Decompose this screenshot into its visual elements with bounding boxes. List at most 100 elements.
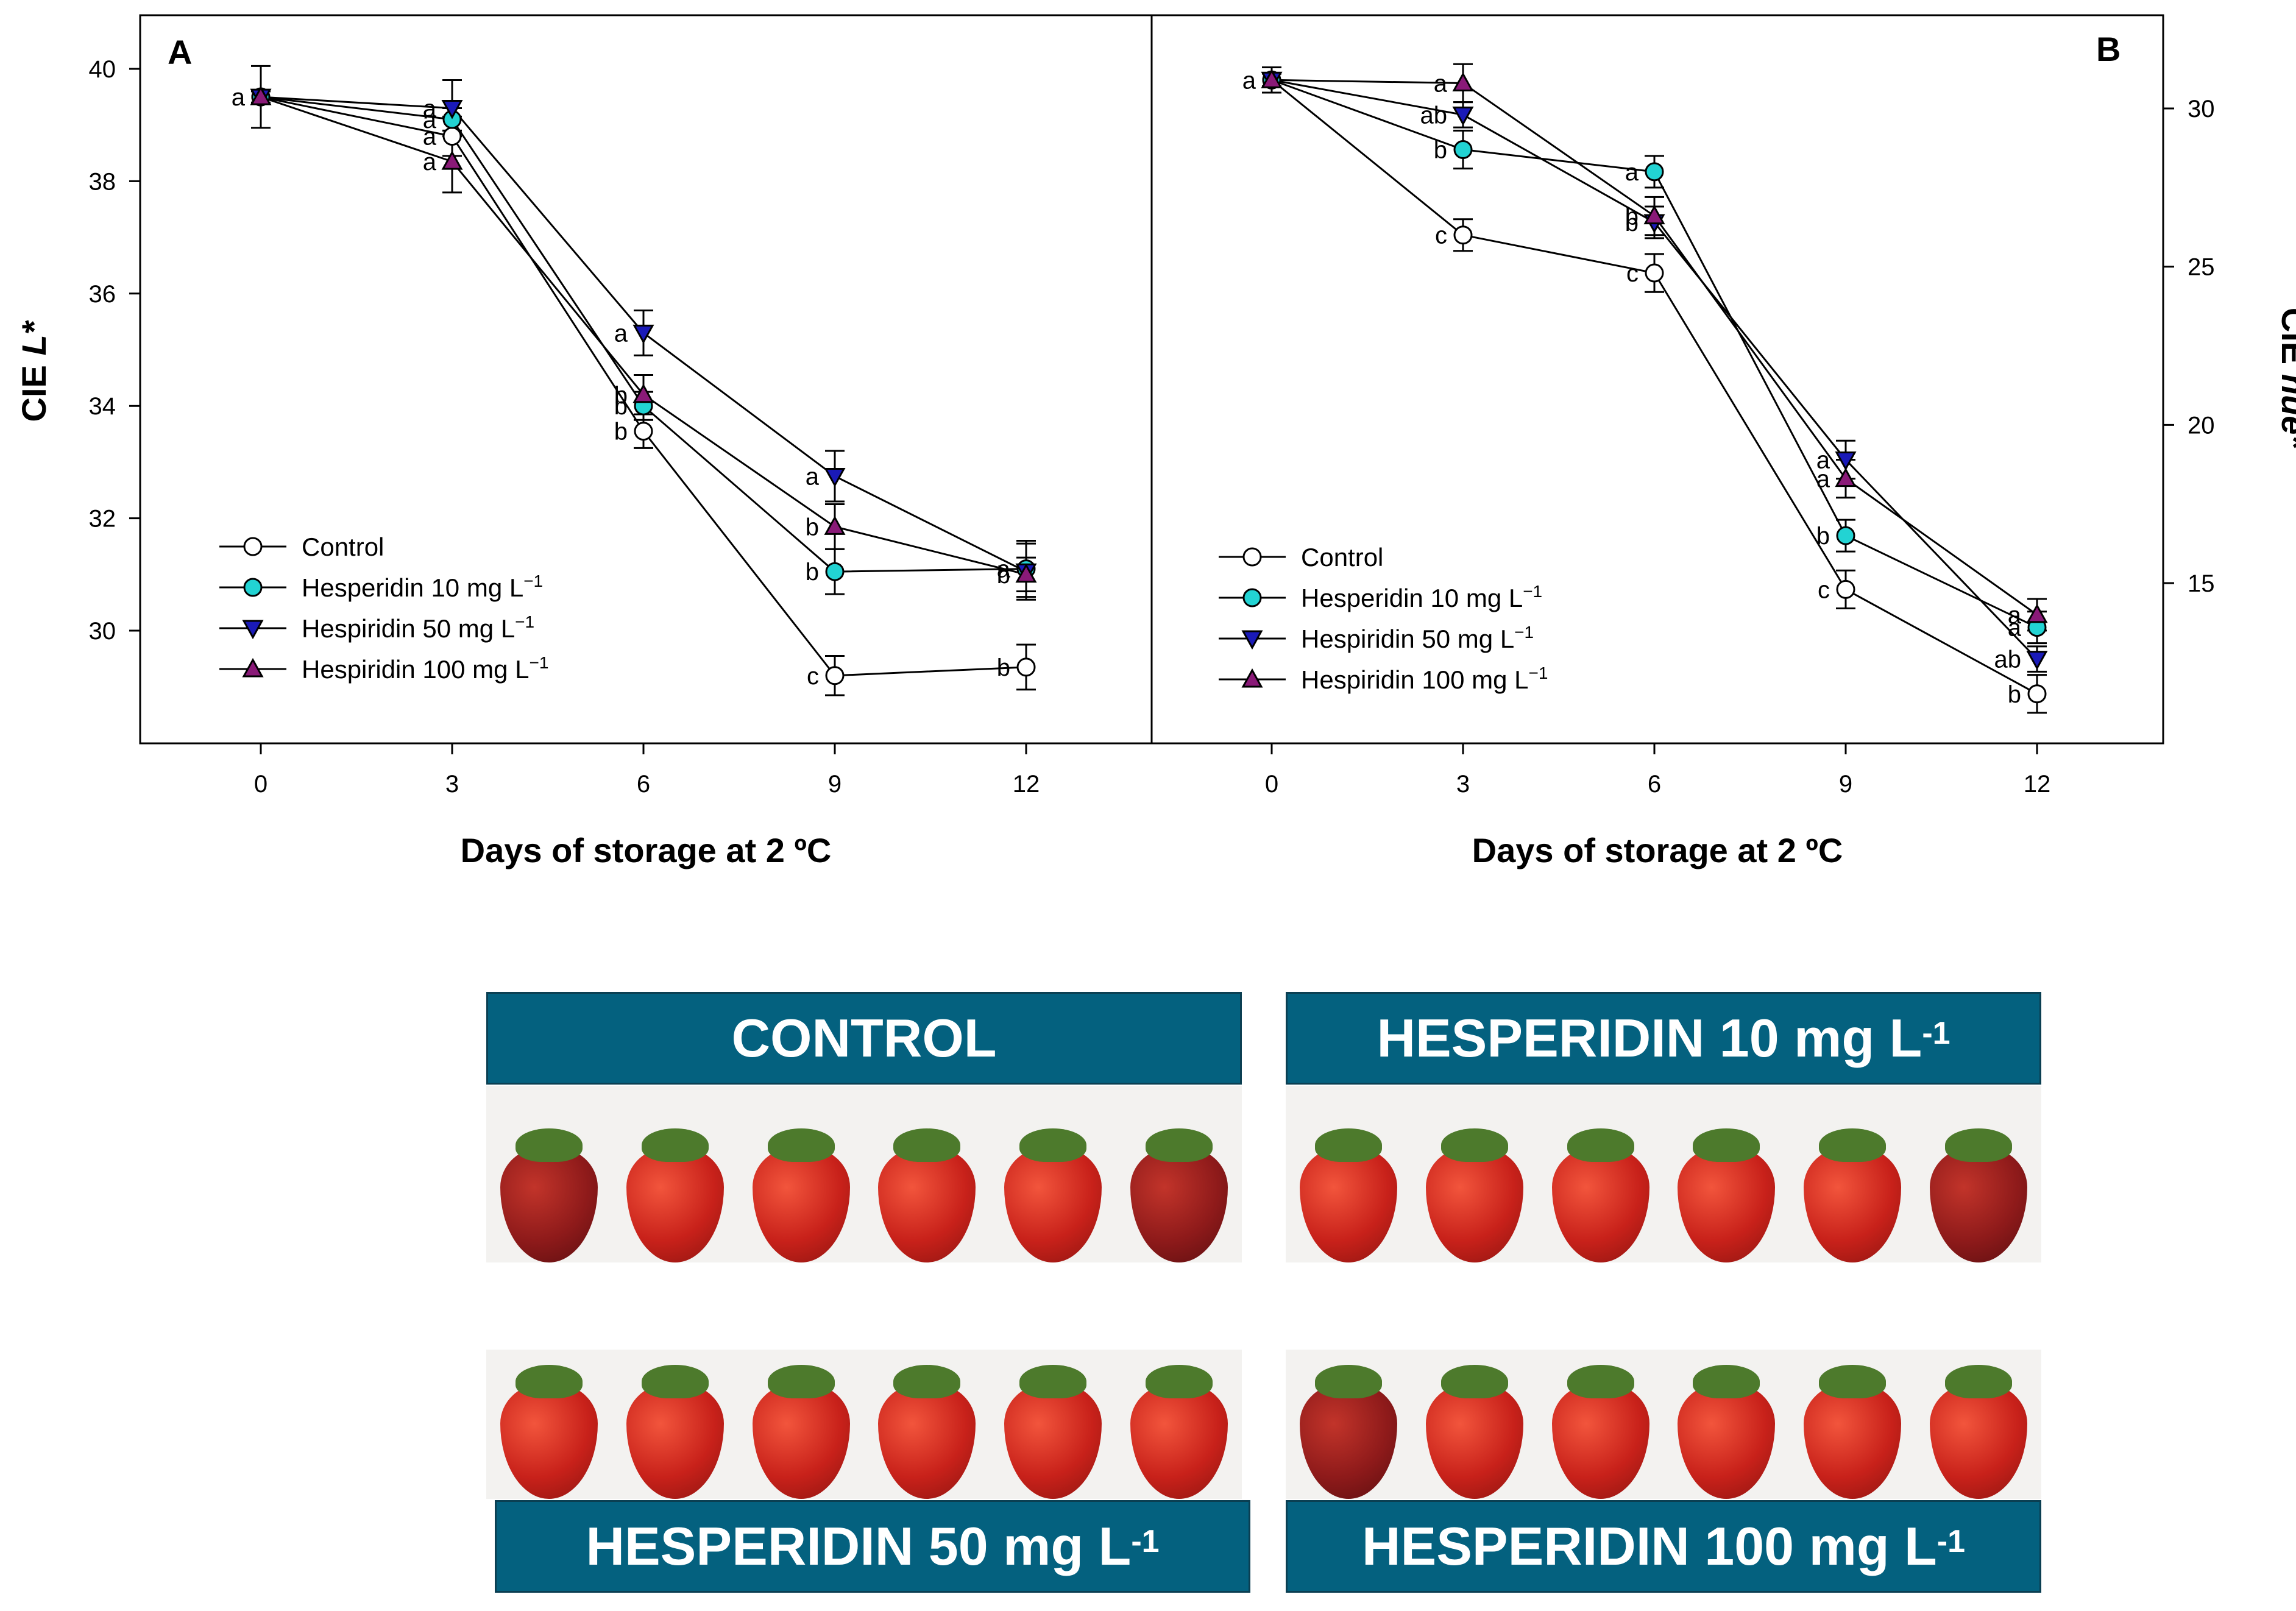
strawberry-image xyxy=(494,1359,604,1499)
significance-letter: ab xyxy=(1994,646,2022,673)
significance-letter: a xyxy=(997,556,1011,583)
strawberry-image xyxy=(746,1122,856,1262)
significance-letter: a xyxy=(806,463,820,490)
banner-h10-sup: -1 xyxy=(1922,1016,1951,1051)
data-point xyxy=(1241,668,1263,688)
significance-letter: b xyxy=(997,654,1010,681)
data-point xyxy=(1242,588,1262,607)
strawberry-image xyxy=(1671,1359,1781,1499)
legend-label: Hesperidin 10 mg L−1 xyxy=(1301,582,1542,612)
panel-a-xlabel: Days of storage at 2 ºC xyxy=(461,831,832,869)
data-point xyxy=(632,324,654,344)
significance-letter: ab xyxy=(1420,102,1448,129)
strawberry-image xyxy=(1798,1122,1907,1262)
significance-letter: a xyxy=(1816,466,1830,493)
significance-letter: b xyxy=(1625,210,1639,236)
y-tick-label: 15 xyxy=(2188,570,2215,597)
strawberry-image xyxy=(1420,1359,1529,1499)
data-point xyxy=(243,537,263,556)
strawberry-image xyxy=(998,1122,1108,1262)
legend-label-sup: −1 xyxy=(523,572,543,590)
significance-letter: a xyxy=(423,149,437,175)
y-tick-label: 32 xyxy=(89,506,116,533)
significance-letter: a xyxy=(1242,67,1256,94)
strawberry-image xyxy=(1798,1359,1907,1499)
strawberry-image xyxy=(1924,1122,2033,1262)
strawberry-image xyxy=(620,1122,730,1262)
y-tick-label: 40 xyxy=(89,56,116,83)
y-tick-label: 38 xyxy=(89,168,116,195)
data-point xyxy=(825,666,845,685)
data-point xyxy=(1453,140,1473,160)
legend-label: Hespiridin 50 mg L−1 xyxy=(302,612,534,643)
panel-b-ylabel: CIE hue* xyxy=(2275,308,2296,449)
x-tick-label: 9 xyxy=(828,771,842,798)
x-tick-label: 3 xyxy=(1456,771,1470,798)
significance-letter: a xyxy=(1625,159,1639,186)
strawberry-image xyxy=(1671,1122,1781,1262)
data-point xyxy=(2027,684,2047,704)
banner-h10-text: HESPERIDIN 10 mg L xyxy=(1377,1008,1922,1068)
significance-letter: b xyxy=(614,382,628,409)
data-point xyxy=(1015,563,1037,583)
legend-label-sup: −1 xyxy=(1514,623,1534,642)
significance-letter: b xyxy=(806,514,819,540)
legend-label: Hespiridin 100 mg L−1 xyxy=(1301,664,1548,694)
significance-letter: a xyxy=(232,84,246,111)
data-point xyxy=(634,422,653,441)
strawberry-image xyxy=(872,1359,982,1499)
panel-b-frame xyxy=(1150,14,2164,745)
strawberry-image xyxy=(1546,1122,1656,1262)
data-point xyxy=(1836,579,1855,599)
legend-label-sup: −1 xyxy=(1523,582,1542,601)
legend-label-sup: −1 xyxy=(515,612,534,631)
strawberry-image xyxy=(872,1122,982,1262)
significance-letter: b xyxy=(1625,204,1639,230)
significance-letter: c xyxy=(1818,576,1830,603)
significance-letter: a xyxy=(423,96,437,122)
y-tick-label: 25 xyxy=(2188,254,2215,281)
strawberry-image xyxy=(1124,1122,1234,1262)
data-point xyxy=(442,127,462,146)
data-point xyxy=(825,562,845,581)
panel-a-ylabel: CIE L* xyxy=(15,320,53,422)
significance-letter: a xyxy=(1816,447,1830,473)
x-tick-label: 3 xyxy=(445,771,459,798)
panel-b-label: B xyxy=(2096,30,2121,68)
banner-hesperidin-50: HESPERIDIN 50 mg L -1 xyxy=(495,1500,1250,1593)
significance-letter: b xyxy=(614,393,628,420)
data-point xyxy=(2026,651,2048,670)
data-point xyxy=(250,86,272,105)
data-point xyxy=(1835,451,1857,471)
y-tick-label: 34 xyxy=(89,393,116,420)
legend-label: Hespiridin 100 mg L−1 xyxy=(302,653,548,684)
x-tick-label: 0 xyxy=(254,771,268,798)
significance-letter: a xyxy=(2008,615,2022,642)
panel-a-label: A xyxy=(168,33,192,71)
data-point xyxy=(441,100,463,119)
x-tick-label: 0 xyxy=(1265,771,1278,798)
banner-hesperidin-100: HESPERIDIN 100 mg L -1 xyxy=(1286,1500,2041,1593)
data-point xyxy=(1836,526,1855,545)
data-point xyxy=(1835,467,1857,487)
photo-hesperidin-50-strawberries xyxy=(486,1350,1242,1499)
x-tick-label: 6 xyxy=(637,771,650,798)
banner-control: CONTROL xyxy=(486,992,1242,1085)
significance-letter: b xyxy=(1434,137,1447,164)
strawberry-image xyxy=(1294,1122,1403,1262)
data-point xyxy=(441,150,463,170)
significance-letter: a xyxy=(423,124,437,150)
strawberry-image xyxy=(494,1122,604,1262)
x-tick-label: 6 xyxy=(1648,771,1661,798)
data-point xyxy=(1242,547,1262,567)
banner-control-text: CONTROL xyxy=(731,1008,997,1068)
strawberry-image xyxy=(998,1359,1108,1499)
x-tick-label: 12 xyxy=(2024,771,2051,798)
data-point xyxy=(243,578,263,597)
data-point xyxy=(242,620,264,640)
strawberry-image xyxy=(1420,1122,1529,1262)
data-point xyxy=(242,657,264,678)
data-point xyxy=(824,515,846,535)
significance-letter: b xyxy=(1816,523,1830,550)
